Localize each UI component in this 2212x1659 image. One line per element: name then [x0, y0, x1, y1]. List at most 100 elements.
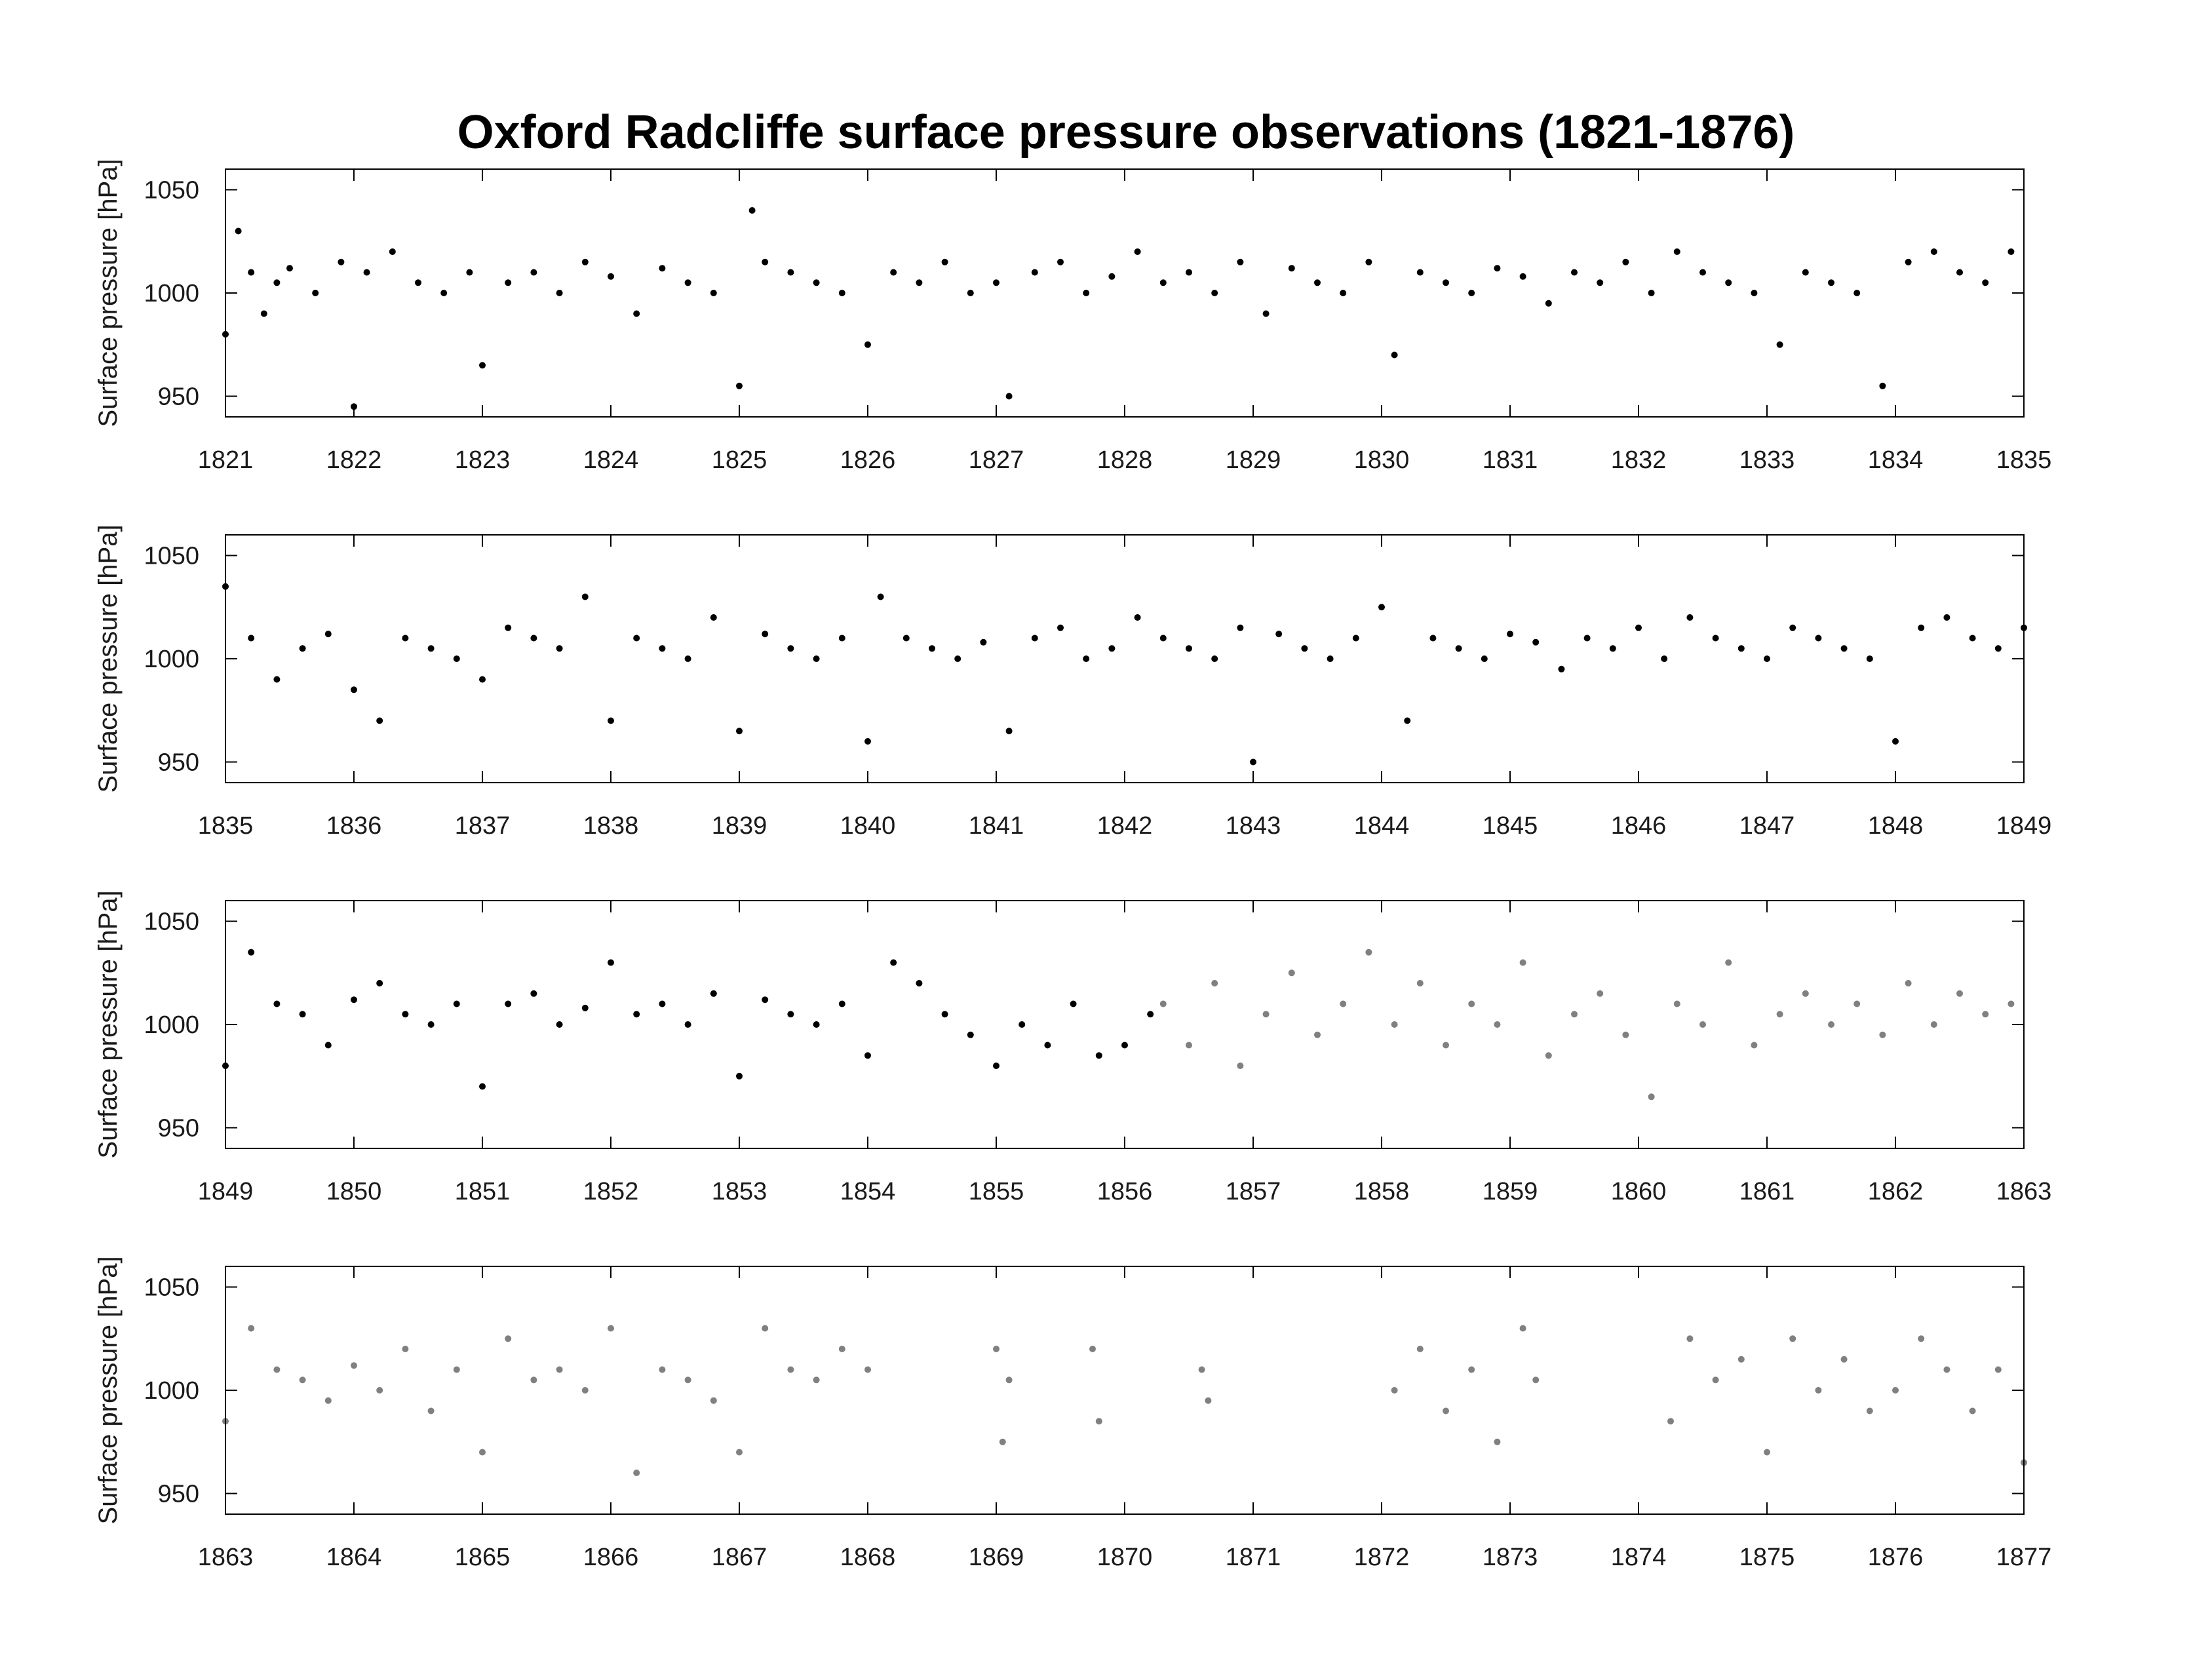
data-point [1095, 1418, 1102, 1425]
data-point [941, 1011, 948, 1018]
data-point [1443, 279, 1449, 286]
data-point [1301, 645, 1308, 652]
data-point [363, 269, 370, 276]
x-tick-label: 1863 [198, 1544, 254, 1571]
panel-3: 1849 1850 1851 1852 1853 1854 1855 1856 1857 1858… [94, 890, 2051, 1205]
y-tick-label: 1050 [144, 1274, 199, 1302]
data-point [941, 258, 948, 265]
data-point [710, 1397, 717, 1404]
data-point [967, 290, 974, 296]
x-tick-label: 1823 [455, 446, 511, 474]
data-point [999, 1438, 1006, 1445]
data-point [1892, 1387, 1899, 1394]
data-point [1237, 624, 1244, 631]
data-point [440, 290, 448, 296]
x-tick-label: 1864 [326, 1544, 382, 1571]
y-tick-label: 1000 [144, 1011, 199, 1039]
data-point [684, 279, 691, 286]
data-point [787, 269, 794, 276]
data-point [1005, 1376, 1013, 1384]
data-point [954, 655, 961, 662]
data-point [1340, 290, 1347, 296]
data-point [1044, 1042, 1051, 1049]
data-point [1250, 758, 1256, 766]
data-point [710, 614, 717, 621]
data-point [608, 273, 614, 280]
x-tick-label: 1867 [712, 1544, 767, 1571]
data-point [1956, 269, 1963, 276]
data-point [1622, 1031, 1629, 1038]
data-point [505, 1335, 512, 1342]
x-tick-label: 1851 [455, 1178, 511, 1205]
data-point [479, 362, 486, 369]
data-point [1930, 248, 1937, 255]
data-point [916, 980, 923, 986]
x-tick-label: 1837 [455, 812, 511, 840]
data-point [1532, 1376, 1540, 1384]
data-point [453, 655, 460, 662]
data-point [1443, 1042, 1449, 1049]
y-tick-label: 1050 [144, 177, 199, 205]
axes-box [225, 900, 2025, 1149]
data-point [1789, 624, 1796, 631]
data-point [1108, 645, 1116, 652]
data-point [1327, 655, 1334, 662]
data-point [1828, 1021, 1834, 1028]
data-point [1776, 1011, 1783, 1018]
data-point [1519, 1325, 1526, 1332]
data-point [466, 269, 473, 276]
x-tick-label: 1865 [455, 1544, 511, 1571]
data-point [1776, 341, 1783, 348]
x-tick-label: 1849 [198, 1178, 254, 1205]
data-point [1108, 273, 1116, 280]
data-point [838, 1346, 845, 1352]
data-point [1879, 382, 1886, 389]
data-point [1198, 1366, 1205, 1373]
data-point [993, 1346, 999, 1352]
y-tick-label: 1050 [144, 908, 199, 936]
data-point [248, 1325, 255, 1332]
data-point [324, 1042, 332, 1049]
data-point [838, 290, 845, 296]
data-point [376, 980, 383, 986]
y-axis-label: Surface pressure [hPa] [94, 1256, 123, 1524]
data-point [299, 1011, 306, 1018]
x-tick-label: 1868 [840, 1544, 896, 1571]
data-point [273, 1000, 281, 1007]
data-point [1802, 990, 1809, 997]
data-point [1494, 1438, 1501, 1445]
data-point [427, 1021, 435, 1028]
data-point [993, 1063, 999, 1069]
data-point [1365, 948, 1372, 956]
data-point [1186, 269, 1192, 276]
data-point [633, 1470, 640, 1476]
data-point [1840, 1356, 1848, 1363]
data-point [273, 676, 281, 683]
data-point [1378, 604, 1385, 611]
x-tick-label: 1877 [1996, 1544, 2052, 1571]
data-point [415, 279, 421, 286]
data-point [1597, 279, 1604, 286]
data-point [902, 634, 910, 642]
data-point [1083, 655, 1090, 662]
data-point [1712, 1376, 1719, 1384]
series-gray [222, 1325, 2027, 1476]
data-point [1866, 655, 1873, 662]
x-tick-label: 1872 [1354, 1544, 1410, 1571]
data-point [581, 1387, 589, 1394]
data-point [633, 634, 640, 642]
data-point [1443, 1407, 1449, 1415]
x-tick-label: 1862 [1868, 1178, 1924, 1205]
data-point [748, 207, 756, 214]
data-point [1532, 638, 1540, 646]
data-point [787, 645, 794, 652]
data-point [1609, 645, 1616, 652]
data-point [1186, 1042, 1192, 1049]
x-tick-label: 1854 [840, 1178, 896, 1205]
data-point [273, 1366, 281, 1373]
data-point [813, 655, 820, 662]
x-tick-label: 1821 [198, 446, 254, 474]
x-tick-label: 1857 [1226, 1178, 1281, 1205]
x-tick-label: 1840 [840, 812, 896, 840]
data-point [993, 279, 999, 286]
